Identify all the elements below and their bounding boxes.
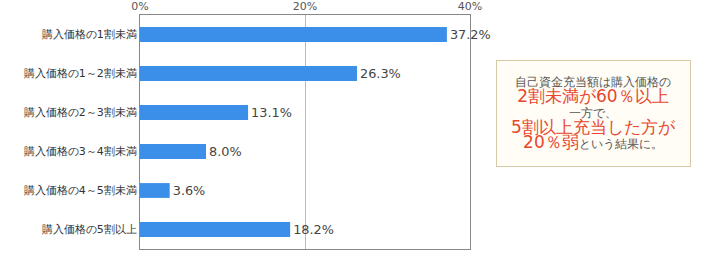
svg-text:購入価格の5割以上: 購入価格の5割以上 — [42, 223, 137, 236]
svg-text:37.2%: 37.2% — [450, 27, 491, 42]
svg-text:3.6%: 3.6% — [173, 183, 206, 198]
svg-text:購入価格の3～4割未満: 購入価格の3～4割未満 — [24, 145, 137, 158]
svg-text:18.2%: 18.2% — [293, 222, 334, 237]
svg-text:購入価格の4～5割未満: 購入価格の4～5割未満 — [24, 184, 137, 197]
svg-text:13.1%: 13.1% — [251, 105, 292, 120]
svg-text:購入価格の1割未満: 購入価格の1割未満 — [42, 28, 137, 41]
svg-text:26.3%: 26.3% — [360, 66, 401, 81]
svg-text:購入価格の2～3割未満: 購入価格の2～3割未満 — [24, 106, 137, 119]
svg-text:自己資金充当額は購入価格の2割未満が60％以上一方で、5割以: 自己資金充当額は購入価格の2割未満が60％以上一方で、5割以上充当した方が20％… — [511, 75, 676, 152]
svg-text:0%: 0% — [131, 0, 148, 13]
svg-text:40%: 40% — [458, 0, 482, 13]
svg-text:20%: 20% — [293, 0, 317, 13]
svg-text:8.0%: 8.0% — [209, 144, 242, 159]
svg-text:購入価格の1～2割未満: 購入価格の1～2割未満 — [24, 67, 137, 80]
